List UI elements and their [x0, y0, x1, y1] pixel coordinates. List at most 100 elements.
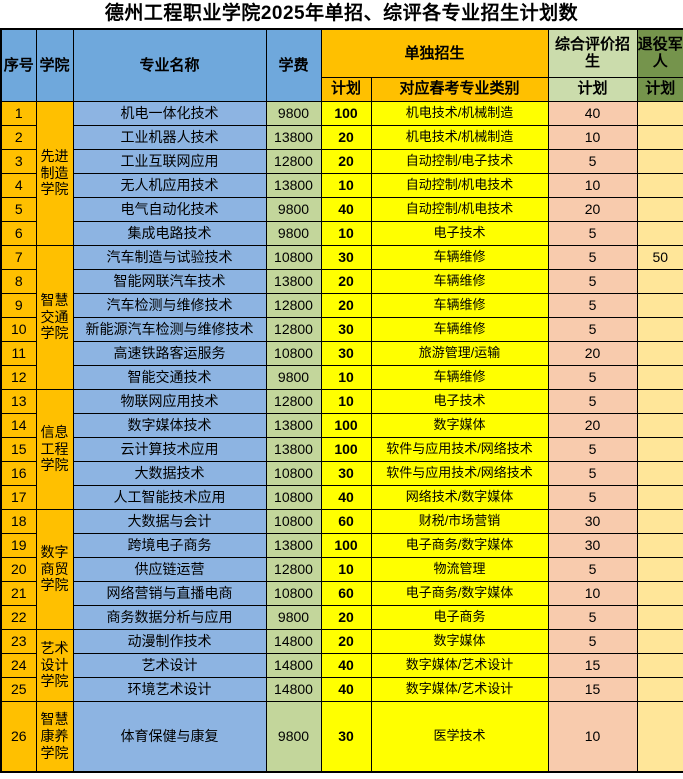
- header-college: 学院: [35, 28, 74, 102]
- tuition-cell: 13800: [265, 412, 322, 438]
- veteran-plan-cell: [636, 292, 683, 318]
- table-row: 8 智能网联汽车技术 13800 20 车辆维修 5: [0, 268, 683, 294]
- table-row: 16 大数据技术 10800 30 软件与应用技术/网络技术 5: [0, 460, 683, 486]
- major-cell: 汽车检测与维修技术: [72, 292, 267, 318]
- table-row: 10 新能源汽车检测与维修技术 12800 30 车辆维修 5: [0, 316, 683, 342]
- veteran-plan-cell: [636, 676, 683, 702]
- index-cell: 23: [0, 628, 37, 654]
- tuition-cell: 10800: [265, 484, 322, 510]
- table-row: 2 工业机器人技术 13800 20 机电技术/机械制造 10: [0, 124, 683, 150]
- major-cell: 商务数据分析与应用: [72, 604, 267, 630]
- table-row: 23 艺术设计学院 动漫制作技术 14800 20 数字媒体 5: [0, 628, 683, 702]
- index-cell: 5: [0, 196, 37, 222]
- tuition-cell: 9800: [265, 700, 322, 773]
- category-cell: 自动控制/机电技术: [370, 172, 549, 198]
- index-cell: 20: [0, 556, 37, 582]
- comprehensive-plan-cell: 10: [547, 700, 638, 773]
- table-row: 12 智能交通技术 9800 10 车辆维修 5: [0, 364, 683, 390]
- major-cell: 工业互联网应用: [72, 148, 267, 174]
- table-row: 5 电气自动化技术 9800 40 自动控制/机电技术 20: [0, 196, 683, 222]
- major-cell: 集成电路技术: [72, 220, 267, 246]
- comprehensive-plan-cell: 20: [547, 412, 638, 438]
- veteran-plan-cell: [636, 484, 683, 510]
- category-cell: 自动控制/机电技术: [370, 196, 549, 222]
- category-cell: 自动控制/电子技术: [370, 148, 549, 174]
- index-cell: 26: [0, 700, 37, 773]
- tuition-cell: 14800: [265, 652, 322, 678]
- table-row: 15 云计算技术应用 13800 100 软件与应用技术/网络技术 5: [0, 436, 683, 462]
- table-body: 1 先进制造学院 机电一体化技术 9800 100 机电技术/机械制造 40 2 工业机器人技术…: [0, 100, 683, 773]
- tuition-cell: 13800: [265, 436, 322, 462]
- veteran-plan-cell: [636, 436, 683, 462]
- major-cell: 动漫制作技术: [72, 628, 267, 654]
- table-row: 13 信息工程学院 物联网应用技术 12800 10 电子技术 5: [0, 388, 683, 510]
- category-cell: 电子技术: [370, 220, 549, 246]
- single-plan-cell: 20: [320, 292, 372, 318]
- comprehensive-plan-cell: 20: [547, 340, 638, 366]
- major-cell: 新能源汽车检测与维修技术: [72, 316, 267, 342]
- major-cell: 供应链运营: [72, 556, 267, 582]
- tuition-cell: 12800: [265, 388, 322, 414]
- comprehensive-plan-cell: 15: [547, 652, 638, 678]
- index-cell: 7: [0, 244, 37, 270]
- college-cell: 艺术设计学院: [35, 628, 74, 702]
- veteran-plan-cell: [636, 412, 683, 438]
- comprehensive-plan-cell: 10: [547, 124, 638, 150]
- tuition-cell: 9800: [265, 604, 322, 630]
- single-plan-cell: 10: [320, 388, 372, 414]
- major-cell: 体育保健与康复: [72, 700, 267, 773]
- single-plan-cell: 40: [320, 676, 372, 702]
- veteran-plan-cell: [636, 604, 683, 630]
- veteran-plan-cell: [636, 124, 683, 150]
- major-cell: 智能网联汽车技术: [72, 268, 267, 294]
- header-tuition: 学费: [265, 28, 322, 102]
- index-cell: 14: [0, 412, 37, 438]
- header-comprehensive-plan: 计划: [547, 76, 638, 102]
- veteran-plan-cell: [636, 556, 683, 582]
- major-cell: 大数据技术: [72, 460, 267, 486]
- tuition-cell: 10800: [265, 340, 322, 366]
- tuition-cell: 13800: [265, 268, 322, 294]
- header-veteran-plan: 计划: [636, 76, 683, 102]
- index-cell: 18: [0, 508, 37, 534]
- major-cell: 艺术设计: [72, 652, 267, 678]
- college-cell: 信息工程学院: [35, 388, 74, 510]
- tuition-cell: 14800: [265, 628, 322, 654]
- tuition-cell: 13800: [265, 124, 322, 150]
- table-row: 9 汽车检测与维修技术 12800 20 车辆维修 5: [0, 292, 683, 318]
- enrollment-plan-table: 序号 学院 专业名称 学费 单独招生 综合评价招生 退役军人 计划 对应春考专业…: [0, 28, 683, 773]
- single-plan-cell: 40: [320, 652, 372, 678]
- comprehensive-plan-cell: 40: [547, 100, 638, 126]
- veteran-plan-cell: 50: [636, 244, 683, 270]
- single-plan-cell: 10: [320, 556, 372, 582]
- category-cell: 数字媒体/艺术设计: [370, 652, 549, 678]
- table-row: 20 供应链运营 12800 10 物流管理 5: [0, 556, 683, 582]
- single-plan-cell: 100: [320, 436, 372, 462]
- veteran-plan-cell: [636, 148, 683, 174]
- index-cell: 25: [0, 676, 37, 702]
- page-title: 德州工程职业学院2025年单招、综评各专业招生计划数: [104, 3, 579, 24]
- category-cell: 医学技术: [370, 700, 549, 773]
- major-cell: 工业机器人技术: [72, 124, 267, 150]
- comprehensive-plan-cell: 5: [547, 436, 638, 462]
- college-cell: 智慧交通学院: [35, 244, 74, 390]
- comprehensive-plan-cell: 5: [547, 316, 638, 342]
- category-cell: 机电技术/机械制造: [370, 100, 549, 126]
- single-plan-cell: 40: [320, 196, 372, 222]
- single-plan-cell: 100: [320, 100, 372, 126]
- tuition-cell: 10800: [265, 508, 322, 534]
- category-cell: 电子商务: [370, 604, 549, 630]
- index-cell: 9: [0, 292, 37, 318]
- veteran-plan-cell: [636, 460, 683, 486]
- single-plan-cell: 20: [320, 148, 372, 174]
- comprehensive-plan-cell: 5: [547, 388, 638, 414]
- category-cell: 电子技术: [370, 388, 549, 414]
- major-cell: 电气自动化技术: [72, 196, 267, 222]
- tuition-cell: 13800: [265, 172, 322, 198]
- veteran-plan-cell: [636, 388, 683, 414]
- index-cell: 6: [0, 220, 37, 246]
- single-plan-cell: 30: [320, 700, 372, 773]
- single-plan-cell: 20: [320, 124, 372, 150]
- single-plan-cell: 60: [320, 580, 372, 606]
- single-plan-cell: 10: [320, 220, 372, 246]
